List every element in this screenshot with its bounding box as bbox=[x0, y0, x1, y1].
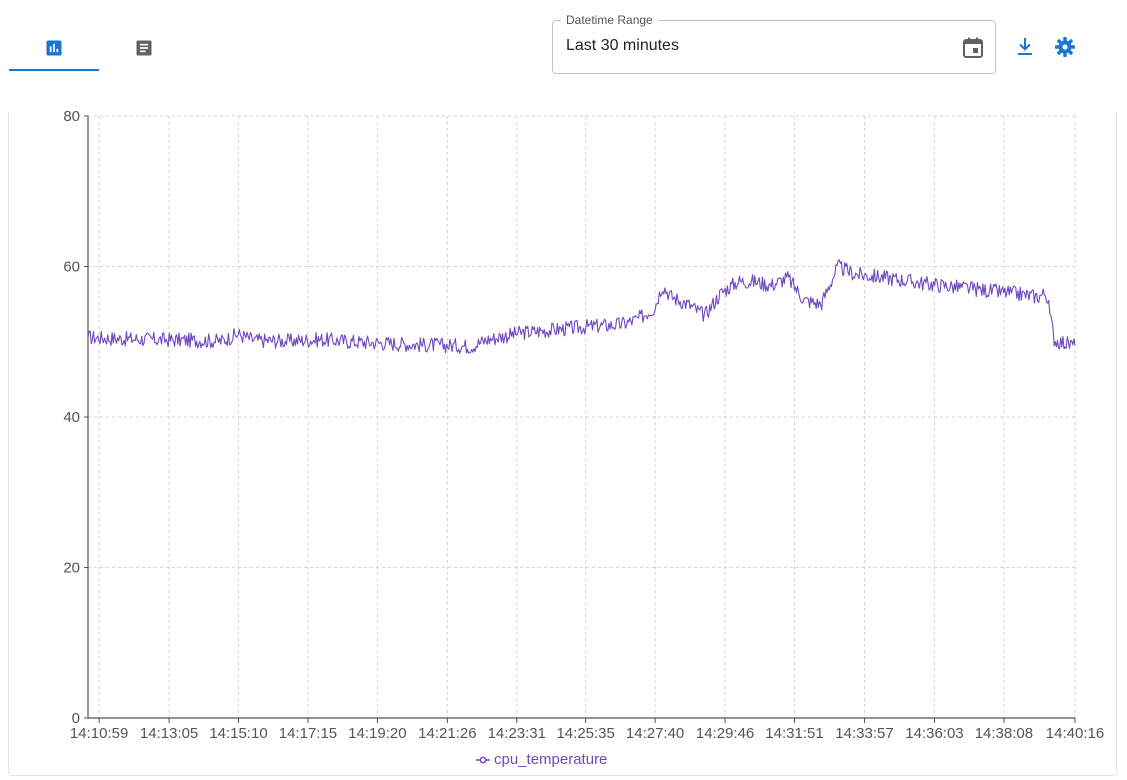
x-tick-label: 14:19:20 bbox=[348, 725, 406, 742]
bar-chart-icon bbox=[46, 40, 62, 56]
x-tick-label: 14:21:26 bbox=[418, 725, 476, 742]
x-tick-label: 14:33:57 bbox=[835, 725, 893, 742]
log-document-icon bbox=[136, 40, 152, 56]
datetime-range-field[interactable]: Datetime Range Last 30 minutes bbox=[552, 12, 996, 74]
x-tick-label: 14:13:05 bbox=[140, 725, 198, 742]
x-tick-label: 14:40:16 bbox=[1046, 725, 1104, 742]
x-tick-label: 14:15:10 bbox=[209, 725, 267, 742]
x-tick-label: 14:23:31 bbox=[488, 725, 546, 742]
toolbar: Datetime Range Last 30 minutes bbox=[0, 0, 1127, 110]
legend-marker-icon bbox=[476, 756, 490, 763]
x-tick-label: 14:27:40 bbox=[626, 725, 684, 742]
y-tick-label: 40 bbox=[63, 409, 80, 426]
chart-card bbox=[8, 112, 1117, 776]
active-tab-indicator bbox=[9, 69, 99, 71]
x-tick-label: 14:25:35 bbox=[556, 725, 614, 742]
chart-legend[interactable]: cpu_temperature bbox=[476, 751, 607, 768]
x-tick-label: 14:29:46 bbox=[696, 725, 754, 742]
x-tick-label: 14:38:08 bbox=[975, 725, 1033, 742]
y-tick-label: 80 bbox=[63, 108, 80, 125]
tab-chart[interactable] bbox=[9, 24, 99, 72]
x-tick-label: 14:17:15 bbox=[279, 725, 337, 742]
x-tick-label: 14:36:03 bbox=[905, 725, 963, 742]
tab-log[interactable] bbox=[99, 24, 189, 72]
datetime-range-label: Datetime Range bbox=[561, 12, 658, 28]
x-tick-label: 14:10:59 bbox=[70, 725, 128, 742]
x-tick-label: 14:31:51 bbox=[765, 725, 823, 742]
calendar-icon[interactable] bbox=[961, 36, 985, 60]
gear-icon[interactable] bbox=[1053, 35, 1077, 59]
legend-label: cpu_temperature bbox=[494, 751, 608, 768]
y-tick-label: 0 bbox=[72, 710, 80, 727]
datetime-range-value: Last 30 minutes bbox=[566, 37, 679, 54]
download-icon[interactable] bbox=[1013, 35, 1037, 59]
series-line-cpu-temperature[interactable] bbox=[87, 259, 1076, 354]
y-tick-label: 60 bbox=[63, 259, 80, 276]
y-tick-label: 20 bbox=[63, 560, 80, 577]
